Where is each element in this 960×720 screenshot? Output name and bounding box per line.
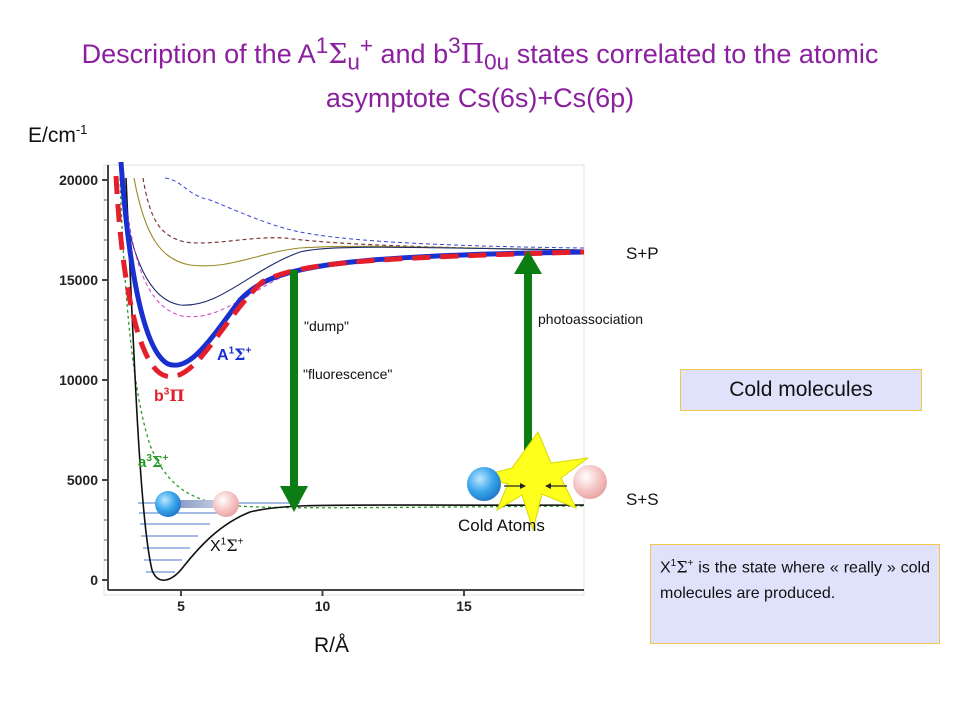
- b-state-curve: [113, 175, 585, 380]
- b-state-label: b3Π: [154, 386, 185, 405]
- plot-area: [103, 164, 585, 596]
- title-a-sym: Σ: [328, 39, 348, 70]
- cold-molecules-box: Cold molecules: [680, 369, 922, 411]
- axis-ticks: 20000 15000 10000 5000 0 5 10 15: [59, 172, 472, 614]
- x-tick-label: 5: [177, 598, 185, 614]
- title-text-2: and b: [373, 39, 449, 69]
- a-state-curve: [119, 177, 585, 509]
- title-b-sup: 3: [448, 33, 461, 58]
- title-line-2: asymptote Cs(6s)+Cs(6p): [325, 83, 635, 114]
- title-a-sup: 1: [315, 33, 329, 58]
- title-b-sym: Π: [460, 39, 485, 70]
- x-state-curve: [125, 177, 585, 581]
- y-tick-label: 15000: [59, 272, 98, 288]
- cold-atoms-label: Cold Atoms: [458, 516, 545, 535]
- sp-asymptote-label: S+P: [626, 244, 659, 263]
- dump-label: "dump": [304, 318, 349, 334]
- ss-asymptote-label: S+S: [626, 490, 659, 509]
- photoassociation-arrow: [514, 250, 542, 457]
- upper-state-curve-5: [123, 179, 585, 318]
- y-tick-label: 0: [90, 572, 98, 588]
- X-state-label: X1Σ+: [210, 536, 244, 555]
- dump-arrow: [280, 270, 308, 512]
- upper-state-curve-1: [164, 177, 585, 249]
- title-text-3: states correlated to the atomic: [509, 39, 879, 69]
- y-axis-label: E/cm-1: [28, 122, 88, 147]
- title-a-sub: u: [347, 49, 360, 75]
- y-tick-label: 5000: [67, 472, 98, 488]
- A-state-label: A1Σ+: [217, 345, 252, 364]
- fluorescence-label: "fluorescence": [303, 366, 393, 382]
- y-tick-label: 20000: [59, 172, 98, 188]
- x-tick-label: 15: [456, 598, 472, 614]
- slide-title: Description of the A1Σu+ and b3Π0u state…: [30, 28, 930, 116]
- title-b-sub: 0u: [484, 49, 510, 75]
- cold-atoms-burst-icon: [467, 430, 607, 532]
- title-text-1: Description of the A: [81, 39, 316, 69]
- x-state-note-box: X1Σ+ is the state where « really » cold …: [650, 544, 940, 644]
- upper-state-curve-4: [119, 177, 585, 306]
- a-state-label: a3Σ+: [138, 453, 169, 471]
- y-tick-label: 10000: [59, 372, 98, 388]
- x-axis-label: R/Å: [314, 634, 350, 657]
- cold-molecule-icon: [155, 491, 239, 517]
- title-a-sup2: +: [359, 33, 374, 58]
- photoassociation-label: photoassociation: [538, 311, 644, 327]
- x-tick-label: 10: [315, 598, 331, 614]
